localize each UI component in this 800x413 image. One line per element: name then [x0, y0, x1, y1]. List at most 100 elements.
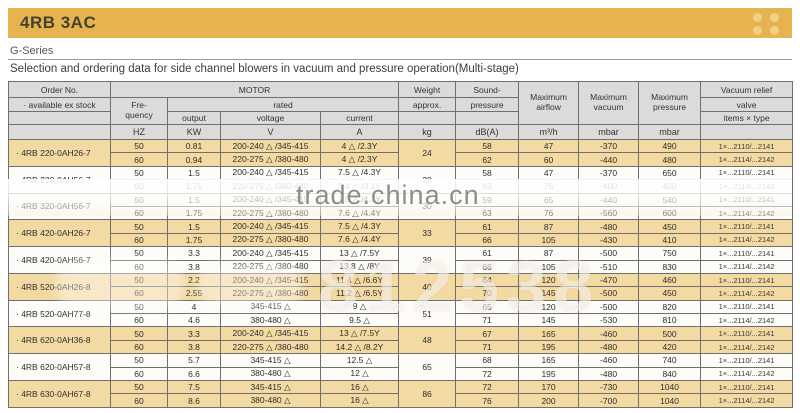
pressure-cell: 420 — [638, 339, 702, 355]
vacuum-cell: -560 — [578, 205, 640, 221]
valve-cell: 1×...2110/...2141 — [700, 246, 794, 261]
frequency-line2: quency — [125, 110, 153, 120]
sound-cell: 72 — [455, 380, 520, 395]
output-cell: 0.81 — [167, 138, 221, 154]
voltage-cell: 200-240 △ /345-415 — [220, 165, 321, 181]
divider — [8, 59, 792, 60]
weight-cell: 24 — [398, 139, 457, 167]
series-label: G-Series — [10, 45, 54, 57]
vacuum-cell: -500 — [578, 246, 640, 261]
col-header-items-type: items × type — [700, 111, 794, 125]
order-no-cell: · 4RB 320-0AH56-7 — [8, 192, 111, 221]
airflow-cell: 47 — [518, 165, 580, 181]
table-row: · 4RB 220-0AH56-7 50 1.5 200-240 △ /345-415… — [8, 165, 794, 194]
pressure-cell: 650 — [638, 165, 702, 181]
airflow-cell: 76 — [518, 205, 580, 221]
pressure-cell: 820 — [638, 299, 702, 315]
output-cell: 2.2 — [167, 272, 221, 288]
frequency-line1: Fre- — [131, 100, 147, 111]
current-cell: 7.5 △ /4.3Y — [319, 192, 400, 207]
frequency-cell: 50 — [110, 246, 168, 261]
output-cell: 0.94 — [167, 152, 221, 167]
current-cell: 11.2 △ /6.5Y — [319, 286, 400, 301]
pressure-cell: 410 — [638, 232, 702, 248]
col-header-current: current — [319, 111, 400, 125]
empty-header-cell — [8, 111, 111, 125]
valve-cell: 1×...2110/...2141 — [700, 299, 794, 315]
pressure-cell: 740 — [638, 353, 702, 368]
current-cell: 9.5 △ — [319, 313, 400, 328]
order-no-cell: · 4RB 520-0AH26-8 — [8, 272, 111, 301]
vacuum-cell: -480 — [578, 339, 640, 355]
dot-icon — [770, 13, 779, 22]
airflow-cell: 195 — [518, 339, 580, 355]
airflow-cell: 145 — [518, 313, 580, 328]
pressure-cell: 540 — [638, 192, 702, 207]
vacuum-cell: -460 — [578, 326, 640, 341]
weight-cell: 28 — [398, 165, 457, 194]
current-cell: 14.2 △ /8.2Y — [319, 339, 400, 355]
col-header-motor: MOTOR — [109, 81, 400, 98]
sound-cell: 58 — [455, 165, 520, 181]
output-cell: 1.5 — [167, 219, 221, 234]
pressure-cell: 810 — [638, 313, 702, 328]
voltage-cell: 380-480 △ — [220, 393, 321, 408]
pressure-cell: 450 — [638, 286, 702, 301]
pressure-cell: 480 — [638, 152, 702, 167]
valve-cell: 1×...2114/...2142 — [700, 179, 794, 194]
table-row: 60 4.6 380-480 △ 9.5 △ 71 145 -530 810 1×...2114… — [9, 313, 794, 328]
airflow-cell: 87 — [518, 219, 580, 234]
unit-kg: kg — [398, 124, 457, 140]
order-no-cell: · 4RB 620-0AH36-8 — [8, 326, 111, 355]
table-row: · 4RB 630-0AH67-8 50 7.5 345-415 △ 16 △ 86 72 1… — [8, 380, 794, 408]
order-no-cell: · 4RB 220-0AH26-7 — [8, 139, 111, 167]
current-cell: 12.5 △ — [319, 353, 400, 368]
order-no-cell: · 4RB 420-0AH26-7 — [8, 219, 111, 248]
order-no-cell: · 4RB 220-0AH56-7 — [8, 165, 111, 194]
table-row: · 4RB 620-0AH57-8 50 5.7 345-415 △ 12.5 △ 65 6… — [8, 353, 794, 382]
voltage-cell: 220-275 △ /380-480 — [220, 205, 321, 221]
output-cell: 3.8 — [167, 259, 221, 274]
col-header-rated: rated — [166, 97, 400, 112]
vacuum-cell: -530 — [578, 313, 640, 328]
voltage-cell: 200-240 △ /345-415 — [220, 192, 321, 207]
airflow-cell: 87 — [518, 246, 580, 261]
voltage-cell: 220-275 △ /380-480 — [220, 259, 321, 274]
vacuum-cell: -430 — [578, 232, 640, 248]
unit-mbar-pressure: mbar — [638, 124, 702, 140]
voltage-cell: 220-275 △ /380-480 — [220, 286, 321, 301]
valve-cell: 1×...2114/...2142 — [700, 366, 794, 382]
vacuum-cell: -700 — [578, 393, 640, 408]
weight-cell: 51 — [398, 299, 457, 328]
output-cell: 1.5 — [167, 192, 221, 207]
empty-unit-cell — [8, 124, 111, 140]
valve-cell: 1×...2110/...2141 — [700, 353, 794, 368]
unit-v: V — [220, 124, 321, 140]
pressure-cell: 490 — [638, 138, 702, 154]
current-cell: 13 △ /7.5Y — [319, 246, 400, 261]
voltage-cell: 220-275 △ /380-480 — [220, 179, 321, 194]
output-cell: 3.3 — [167, 326, 221, 341]
voltage-cell: 220-275 △ /380-480 — [220, 339, 321, 355]
vacuum-cell: -370 — [578, 165, 640, 181]
frequency-cell: 50 — [110, 165, 168, 181]
airflow-cell: 145 — [518, 286, 580, 301]
dot-icon — [770, 26, 779, 35]
sound-cell: 66 — [455, 259, 520, 274]
col-header-max-airflow: Maximum airflow — [518, 81, 580, 125]
table-row: · 4RB 420-0AH56-7 50 3.3 200-240 △ /345-415… — [8, 246, 794, 274]
current-cell: 5.4 △ /3.1Y — [319, 179, 400, 194]
sound-cell: 70 — [455, 286, 520, 301]
col-header-order-no: Order No. — [8, 81, 111, 98]
airflow-cell: 165 — [518, 326, 580, 341]
output-cell: 1.75 — [167, 205, 221, 221]
page-heading: 4RB 3AC — [20, 13, 97, 32]
pressure-cell: 750 — [638, 246, 702, 261]
table-row: · 4RB 220-0AH26-7 50 0.81 200-240 △ /345-41… — [8, 138, 794, 167]
sound-cell: 71 — [455, 313, 520, 328]
pressure-cell: 600 — [638, 205, 702, 221]
col-header-max-pressure: Maximum pressure — [638, 81, 702, 125]
series-banner: 4RB 3AC — [8, 8, 792, 38]
output-cell: 8.6 — [167, 393, 221, 408]
